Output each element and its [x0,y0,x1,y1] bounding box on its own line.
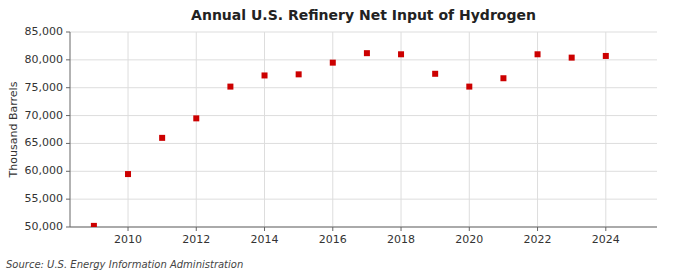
y-tick-label: 50,000 [25,220,64,233]
point [262,72,268,78]
x-tick [264,227,265,231]
point [569,55,575,61]
y-grid-line [70,87,657,88]
y-tick-label: 70,000 [25,109,64,122]
y-grid-line [70,32,657,33]
y-grid-line [70,227,657,228]
point [91,223,97,227]
x-grid-line [196,32,197,227]
chart-container: 2010 2012 2014 2016 2018 2020 2022 2024 50,000 55… [0,0,675,275]
x-tick [196,227,197,231]
x-tick-label: 2012 [182,233,210,246]
y-grid-line [70,171,657,172]
point [398,51,404,57]
y-axis-label: Thousand Barrels [7,81,20,178]
y-axis-line [70,32,71,227]
x-tick-label: 2016 [319,233,347,246]
title: Annual U.S. Refinery Net Input of Hydrog… [191,7,536,23]
y-tick [66,59,70,60]
x-tick [537,227,538,231]
axes: 2010 2012 2014 2016 2018 2020 2022 2024 50,000 55… [25,25,658,246]
point [296,71,302,77]
y-grid-line [70,115,657,116]
y-tick [66,171,70,172]
x-grid-line [128,32,129,227]
y-tick-label: 75,000 [25,81,64,94]
background [0,0,675,275]
point [193,115,199,121]
y-tick [66,87,70,88]
point [364,50,370,56]
x-axis-line [70,227,657,228]
x-grid-line [469,32,470,227]
x-tick [401,227,402,231]
x-tick [128,227,129,231]
x-tick-label: 2024 [592,233,620,246]
point [159,135,165,141]
chart-svg: 2010 2012 2014 2016 2018 2020 2022 2024 50,000 55… [0,0,675,275]
y-tick-label: 65,000 [25,136,64,149]
x-tick-label: 2022 [524,233,552,246]
y-tick-label: 80,000 [25,53,64,66]
grid [70,32,657,227]
source-annotation: Source: U.S. Energy Information Administ… [6,259,243,270]
y-tick-label: 85,000 [25,25,64,38]
point [227,84,233,90]
x-grid-line [401,32,402,227]
y-grid-line [70,143,657,144]
point [330,60,336,66]
x-tick [469,227,470,231]
x-tick [605,227,606,231]
x-tick-label: 2010 [114,233,142,246]
point [432,71,438,77]
y-tick [66,227,70,228]
x-tick [332,227,333,231]
point [535,51,541,57]
x-tick-label: 2014 [251,233,279,246]
page: {"chart_data": {"type": "scatter", "titl… [0,0,675,275]
y-tick [66,199,70,200]
y-tick [66,115,70,116]
y-tick-label: 55,000 [25,192,64,205]
y-grid-line [70,199,657,200]
x-grid-line [264,32,265,227]
point [603,53,609,59]
x-grid-line [537,32,538,227]
point [466,84,472,90]
point [500,75,506,81]
y-tick [66,143,70,144]
points [91,50,609,227]
x-tick-label: 2020 [455,233,483,246]
y-tick [66,32,70,33]
y-tick-label: 60,000 [25,164,64,177]
point [125,171,131,177]
x-grid-line [605,32,606,227]
x-tick-label: 2018 [387,233,415,246]
